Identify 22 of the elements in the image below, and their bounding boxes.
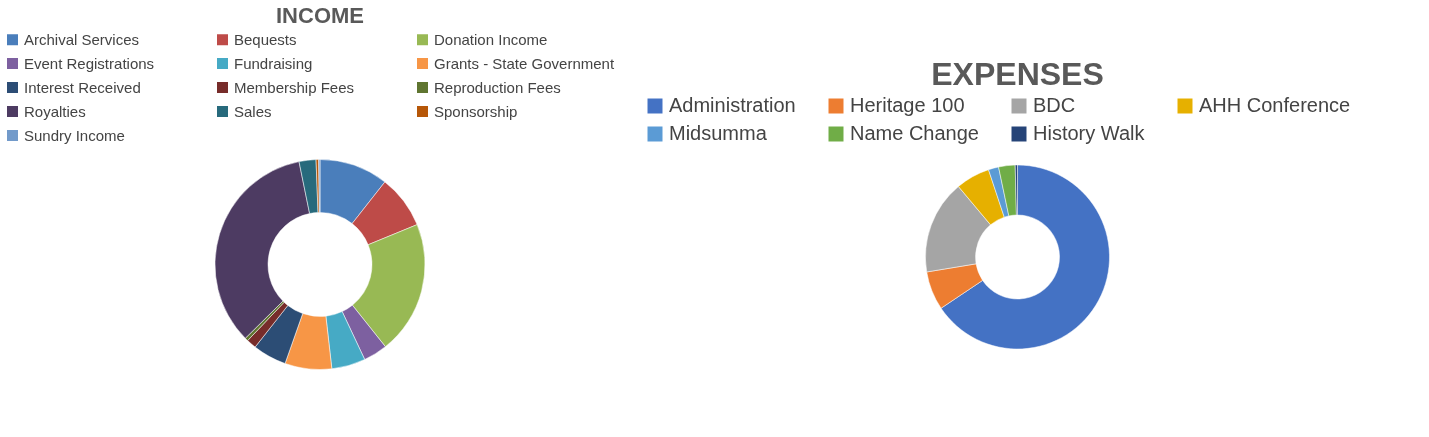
legend-label: Midsumma bbox=[669, 122, 768, 144]
legend-label: Heritage 100 bbox=[850, 94, 965, 116]
legend-label: Royalties bbox=[24, 102, 86, 120]
legend-label: AHH Conference bbox=[1199, 94, 1351, 116]
legend-label: Grants - State Government bbox=[434, 54, 615, 72]
legend-label: BDC bbox=[1033, 94, 1076, 116]
legend-label: History Walk bbox=[1033, 122, 1146, 144]
legend-label: Sponsorship bbox=[434, 102, 518, 120]
legend-label: Reproduction Fees bbox=[434, 78, 561, 96]
legend-label: Archival Services bbox=[24, 30, 140, 48]
legend-label: Bequests bbox=[234, 30, 297, 48]
legend-label: Event Registrations bbox=[24, 54, 155, 72]
legend-label: Name Change bbox=[850, 122, 979, 144]
legend-label: Interest Received bbox=[24, 78, 141, 96]
legend-label: Sundry Income bbox=[24, 126, 125, 144]
legend-label: Donation Income bbox=[434, 30, 548, 48]
legend-label: Membership Fees bbox=[234, 78, 355, 96]
legend-label: Fundraising bbox=[234, 54, 313, 72]
legend-label: Administration bbox=[669, 94, 796, 116]
chart-title: EXPENSES bbox=[931, 56, 1104, 92]
chart-title: INCOME bbox=[276, 3, 364, 28]
legend-label: Sales bbox=[234, 102, 272, 120]
